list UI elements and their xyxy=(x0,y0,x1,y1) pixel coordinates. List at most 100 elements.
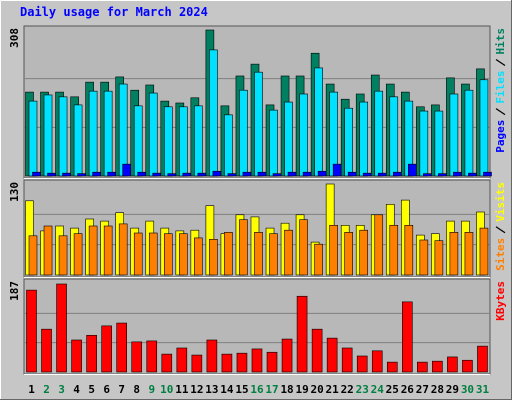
legend-label: Hits xyxy=(494,28,507,55)
bar xyxy=(137,171,147,177)
x-tick-label: 30 xyxy=(461,383,474,396)
x-tick-label: 14 xyxy=(220,383,234,396)
bar xyxy=(209,239,218,276)
x-tick-label: 2 xyxy=(43,383,50,396)
legend-label: KBytes xyxy=(494,281,507,321)
bar xyxy=(236,352,248,373)
bar xyxy=(131,341,143,373)
x-tick-label: 9 xyxy=(148,383,155,396)
bar xyxy=(341,347,353,373)
bar xyxy=(266,351,278,373)
bar xyxy=(224,232,233,276)
bar xyxy=(32,171,41,177)
bar xyxy=(389,96,399,177)
x-tick-label: 1 xyxy=(28,383,35,396)
bar xyxy=(206,339,218,373)
bar xyxy=(148,92,158,177)
bar xyxy=(287,171,297,177)
bar xyxy=(404,225,414,276)
bar xyxy=(179,106,188,177)
bar xyxy=(462,359,473,373)
bar xyxy=(197,172,207,177)
x-tick-label: 7 xyxy=(118,383,125,396)
bar xyxy=(254,71,263,177)
bar xyxy=(329,91,338,177)
bar xyxy=(434,110,444,177)
bar xyxy=(464,89,474,177)
bar xyxy=(468,172,477,177)
bar xyxy=(419,239,429,276)
x-tick-label: 20 xyxy=(311,383,324,396)
bar xyxy=(116,322,127,373)
x-tick-label: 16 xyxy=(250,383,264,396)
x-tick-label: 10 xyxy=(160,383,173,396)
x-tick-label: 26 xyxy=(401,383,415,396)
y-max-label: 187 xyxy=(8,281,21,301)
bar xyxy=(182,172,192,177)
bar xyxy=(242,171,252,177)
bar xyxy=(26,289,37,373)
bar xyxy=(227,173,237,177)
bar xyxy=(344,107,353,177)
bar xyxy=(302,171,312,177)
x-tick-label: 5 xyxy=(88,383,95,396)
bar xyxy=(483,171,492,177)
bar xyxy=(314,243,323,276)
bar xyxy=(272,173,282,177)
x-tick-label: 8 xyxy=(133,383,140,396)
x-tick-label: 4 xyxy=(73,383,80,396)
bar xyxy=(77,173,86,177)
bar xyxy=(344,232,353,276)
bar xyxy=(101,325,112,373)
bar xyxy=(86,334,97,373)
bar xyxy=(146,340,158,373)
bar xyxy=(449,93,459,177)
legend-label: Files xyxy=(494,71,507,104)
bar xyxy=(194,237,203,276)
x-tick-label: 25 xyxy=(386,383,399,396)
bar xyxy=(359,101,369,177)
bar xyxy=(479,227,489,276)
bar xyxy=(392,171,402,177)
bar xyxy=(88,90,98,177)
x-tick-label: 11 xyxy=(175,383,189,396)
bar xyxy=(118,223,128,276)
bar xyxy=(118,83,128,177)
bar xyxy=(161,353,173,373)
bar xyxy=(311,328,323,373)
bar xyxy=(347,171,357,177)
bar xyxy=(251,348,263,373)
x-tick-label: 6 xyxy=(103,383,110,396)
bar xyxy=(362,172,372,177)
x-tick-label: 24 xyxy=(371,383,385,396)
legend-label: Visits xyxy=(494,182,507,222)
bar xyxy=(284,229,293,276)
bar xyxy=(43,94,53,177)
bar xyxy=(56,283,67,373)
x-tick-label: 27 xyxy=(416,383,429,396)
y-max-label: 308 xyxy=(8,28,21,48)
bar xyxy=(417,361,428,373)
bar xyxy=(386,361,398,373)
legend-label: Sites xyxy=(494,238,507,271)
bar xyxy=(254,232,263,276)
bar xyxy=(103,90,113,177)
bar xyxy=(317,170,327,177)
bar xyxy=(239,219,248,276)
bar xyxy=(58,96,68,177)
bar xyxy=(408,163,417,177)
bar xyxy=(58,235,68,276)
legend: KBytes xyxy=(494,281,507,321)
legend-separator xyxy=(495,108,506,116)
bar xyxy=(447,356,458,373)
bar xyxy=(299,219,308,276)
bar xyxy=(284,101,293,177)
bar xyxy=(356,355,368,373)
x-tick-label: 3 xyxy=(58,383,65,396)
bar xyxy=(269,109,278,177)
bar xyxy=(477,345,488,373)
x-tick-label: 13 xyxy=(205,383,218,396)
bar xyxy=(179,233,188,276)
y-max-label: 130 xyxy=(8,182,21,202)
bar xyxy=(374,214,384,276)
